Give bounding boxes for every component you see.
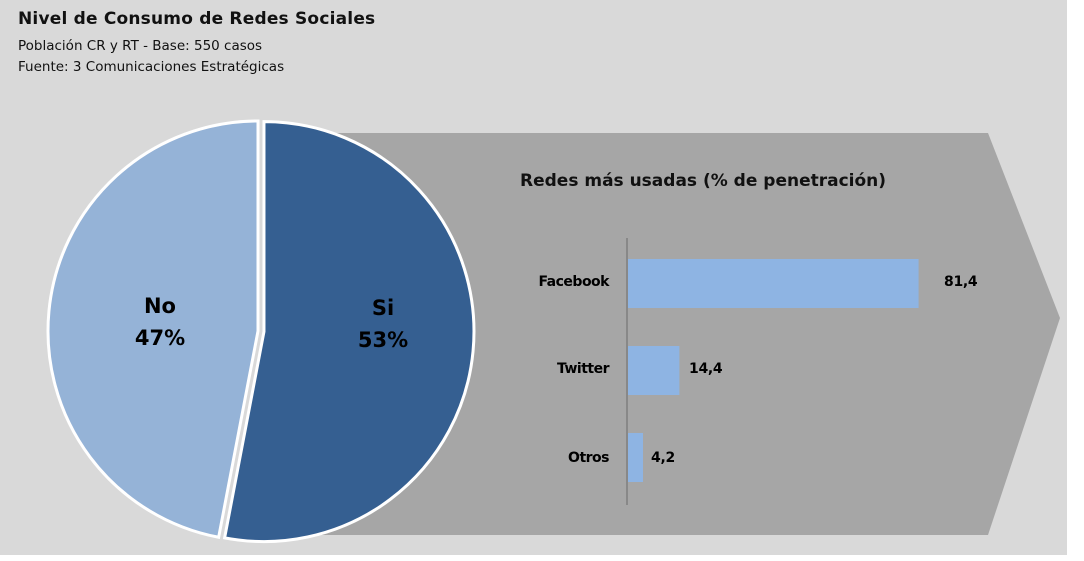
pie-label-si: Si 53% xyxy=(333,292,433,356)
bar-label-twitter: Twitter xyxy=(556,361,610,377)
chart-title: Nivel de Consumo de Redes Sociales xyxy=(18,9,376,29)
bar-twitter xyxy=(628,346,680,395)
bar-label-otros: Otros xyxy=(568,450,609,466)
bar-value-twitter: 14,4 xyxy=(689,361,723,377)
bar-label-facebook: Facebook xyxy=(538,274,609,290)
pie-slice-no xyxy=(46,119,260,540)
pie-label-no-percent: 47% xyxy=(134,326,186,350)
bar-chart-title: Redes más usadas (% de penetración) xyxy=(520,171,887,191)
pie-label-si-percent: 53% xyxy=(357,328,409,352)
pie-label-no: No 47% xyxy=(110,290,210,354)
pie-label-si-name: Si xyxy=(371,296,395,320)
bar-value-facebook: 81,4 xyxy=(944,274,978,290)
pie-label-no-name: No xyxy=(143,294,176,318)
bar-otros xyxy=(628,433,643,482)
bar-value-otros: 4,2 xyxy=(651,450,675,466)
chart-subtitle-population: Población CR y RT - Base: 550 casos xyxy=(18,38,263,54)
pie-slice-si xyxy=(222,120,476,544)
chart-subtitle-source: Fuente: 3 Comunicaciones Estratégicas xyxy=(18,59,285,75)
bar-facebook xyxy=(628,259,919,308)
arrow-shape xyxy=(300,133,1060,535)
